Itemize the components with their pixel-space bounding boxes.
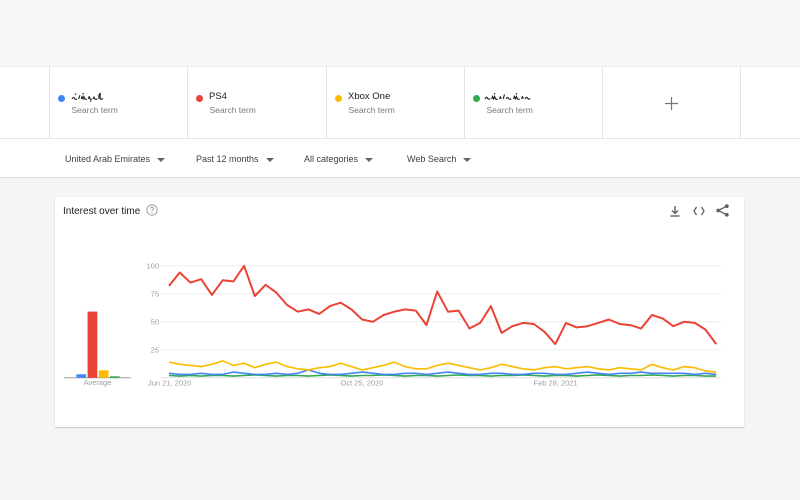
svg-text:75: 75 bbox=[151, 289, 159, 298]
svg-text:Jun 21, 2020: Jun 21, 2020 bbox=[148, 379, 191, 388]
svg-text:50: 50 bbox=[151, 317, 159, 326]
svg-text:Feb 28, 2021: Feb 28, 2021 bbox=[534, 379, 578, 388]
svg-text:100: 100 bbox=[146, 261, 159, 270]
svg-text:Average: Average bbox=[84, 378, 112, 387]
svg-text:25: 25 bbox=[151, 345, 159, 354]
svg-text:Oct 25, 2020: Oct 25, 2020 bbox=[341, 379, 384, 388]
